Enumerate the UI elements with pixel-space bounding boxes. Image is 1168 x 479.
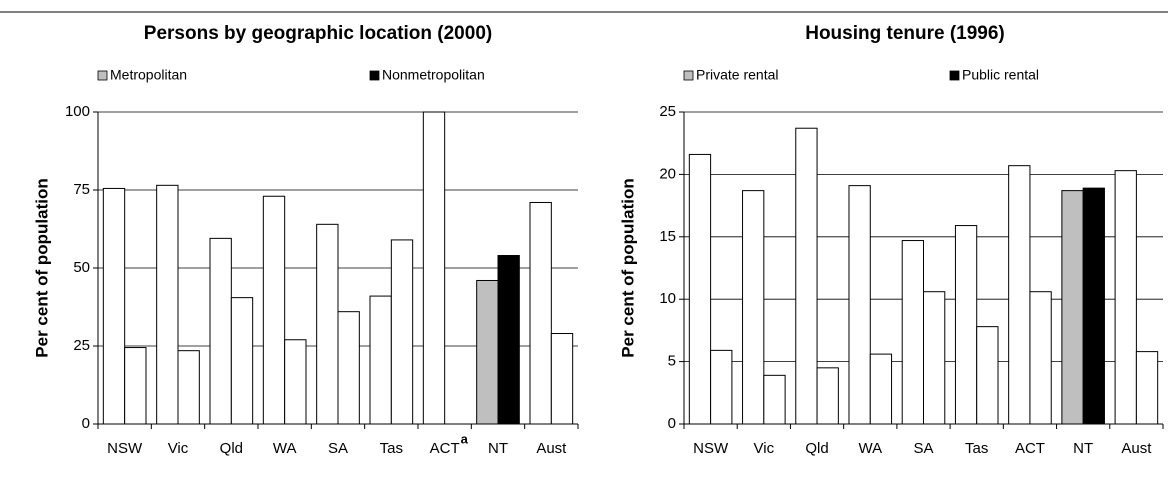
bar xyxy=(710,349,733,425)
x-tick-label: NSW xyxy=(107,440,143,457)
y-tick-label: 50 xyxy=(73,259,90,276)
bar xyxy=(688,153,712,425)
bar xyxy=(390,239,414,425)
y-tick-label: 0 xyxy=(668,415,676,432)
bar xyxy=(262,195,286,425)
y-tick-label: 100 xyxy=(65,103,90,120)
bar xyxy=(1029,291,1052,425)
y-tick-label: 75 xyxy=(73,181,90,198)
bar xyxy=(209,237,232,425)
bar xyxy=(230,297,254,425)
category-note: a xyxy=(461,431,469,446)
bar xyxy=(177,350,200,425)
x-tick-label: Vic xyxy=(754,440,775,457)
legend-swatch xyxy=(369,70,380,81)
bar xyxy=(102,187,126,425)
y-tick-label: 25 xyxy=(73,337,90,354)
legend-swatch xyxy=(949,70,960,81)
x-tick-label: WA xyxy=(858,440,882,457)
legend-swatch xyxy=(683,70,694,81)
x-tick-label: NT xyxy=(488,440,508,457)
x-tick-label: Aust xyxy=(1121,440,1152,457)
legend-label: Public rental xyxy=(962,67,1039,83)
bar xyxy=(284,339,307,425)
bar xyxy=(1135,351,1159,425)
bar xyxy=(422,111,446,425)
bar xyxy=(476,279,499,425)
x-tick-label: WA xyxy=(273,440,297,457)
y-tick-label: 25 xyxy=(659,103,676,120)
bar xyxy=(742,190,765,425)
y-axis-label: Per cent of population xyxy=(32,178,51,357)
x-tick-label: NT xyxy=(1073,440,1093,457)
y-tick-label: 5 xyxy=(668,353,676,370)
x-tick-label: SA xyxy=(328,440,348,457)
x-tick-label: SA xyxy=(913,440,933,457)
x-tick-label: Qld xyxy=(220,440,243,457)
bar xyxy=(369,295,392,425)
bar xyxy=(529,201,552,425)
legend-label: Metropolitan xyxy=(110,67,187,83)
bar xyxy=(497,255,520,425)
bar xyxy=(976,326,999,425)
y-tick-label: 20 xyxy=(659,165,676,182)
x-tick-label: ACT xyxy=(430,440,460,457)
x-tick-label: Aust xyxy=(536,440,567,457)
x-tick-label: Vic xyxy=(168,440,189,457)
x-tick-label: Qld xyxy=(805,440,828,457)
bar xyxy=(550,333,574,425)
bar xyxy=(1082,187,1105,425)
y-tick-label: 10 xyxy=(659,290,676,307)
bar xyxy=(869,353,893,425)
bar xyxy=(763,374,786,425)
bar xyxy=(1008,165,1031,425)
bar xyxy=(795,127,818,425)
x-tick-label: Tas xyxy=(965,440,988,457)
legend-swatch xyxy=(97,70,108,81)
bar xyxy=(1114,170,1137,425)
chart-title: Persons by geographic location (2000) xyxy=(144,23,492,44)
bar xyxy=(316,223,339,425)
y-axis-label: Per cent of population xyxy=(618,178,637,357)
bar xyxy=(124,347,147,425)
y-tick-label: 15 xyxy=(659,228,676,245)
y-tick-label: 0 xyxy=(82,415,90,432)
legend-label: Private rental xyxy=(696,67,778,83)
bar xyxy=(156,184,179,425)
legend-label: Nonmetropolitan xyxy=(382,67,485,83)
bar xyxy=(816,367,839,425)
bar xyxy=(1061,190,1084,425)
bar xyxy=(901,240,925,425)
x-tick-label: NSW xyxy=(693,440,729,457)
bar xyxy=(848,185,871,425)
x-tick-label: Tas xyxy=(380,440,403,457)
bar xyxy=(923,291,946,425)
x-tick-label: ACT xyxy=(1015,440,1045,457)
bar xyxy=(954,225,978,425)
bar xyxy=(337,311,360,425)
chart-title: Housing tenure (1996) xyxy=(805,23,1005,44)
